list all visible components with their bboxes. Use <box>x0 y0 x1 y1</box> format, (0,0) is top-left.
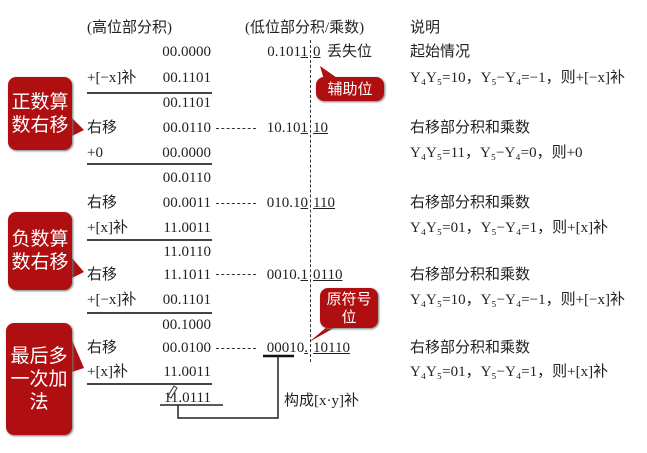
header-low: (低位部分积/乘数) <box>245 20 365 36</box>
row-high-part: 00.1101 <box>162 292 211 308</box>
sum-line <box>87 163 212 165</box>
row-low-tail: 10110 <box>313 339 350 357</box>
shift-dash <box>216 274 256 275</box>
row-note: 右移部分积和乘数 <box>410 195 531 211</box>
row-high-part: 11.0011 <box>163 220 211 236</box>
row-operation: +[x]补 <box>87 364 128 380</box>
callout-last-add: 最后多一次加法 <box>6 323 72 435</box>
aux-bit: 10110 <box>313 340 350 356</box>
row-note: Y₄Y₅=10，Y₅−Y₄=−1，则+[−x]补 <box>410 70 625 86</box>
row-note: Y₄Y₅=11，Y₅−Y₄=0，则+0 <box>410 145 583 161</box>
row-operation: +0 <box>87 145 103 161</box>
low-bits: 10.10 <box>266 120 301 136</box>
tested-bit: 0 <box>300 195 309 211</box>
row-low-part: 0010.1 <box>200 266 308 284</box>
row-high-part: 00.0110 <box>162 120 211 136</box>
header-note: 说明 <box>410 20 441 36</box>
row-high-part: 11.0111 <box>163 390 211 406</box>
row-operation: 右移 <box>87 267 118 283</box>
low-bits: 0010. <box>266 267 301 283</box>
row-high-part: 00.1101 <box>162 95 211 111</box>
callout-aux-bit: 辅助位 <box>316 77 384 101</box>
row-high-part: 00.0000 <box>162 145 211 161</box>
tested-bit: 1 <box>300 267 309 283</box>
shift-dash <box>216 348 256 349</box>
row-low-part: 00010. <box>200 339 308 357</box>
row-low-tail: 0 <box>313 43 321 61</box>
row-operation: 右移 <box>87 340 118 356</box>
row-low-tail: 0110 <box>313 266 342 284</box>
aux-bit: 10 <box>313 120 328 136</box>
row-high-part: 00.1000 <box>162 317 211 333</box>
aux-bit: 0 <box>313 44 321 60</box>
low-bits: 0.101 <box>267 44 301 60</box>
low-bits: 010.1 <box>266 195 301 211</box>
result-label: 构成[x·y]补 <box>284 393 359 409</box>
aux-bit: 110 <box>313 195 335 211</box>
sum-line <box>87 383 212 385</box>
row-operation: 右移 <box>87 120 118 136</box>
row-note: Y₄Y₅=10，Y₅−Y₄=−1，则+[−x]补 <box>410 292 625 308</box>
callout-negative-shift: 负数算数右移 <box>8 212 72 290</box>
row-low-part: 010.10 <box>200 194 308 212</box>
row-note: Y₄Y₅=01，Y₅−Y₄=1，则+[x]补 <box>410 220 609 236</box>
row-high-part: 11.0110 <box>163 244 211 260</box>
row-note: Y₄Y₅=01，Y₅−Y₄=1，则+[x]补 <box>410 364 609 380</box>
shift-dash <box>216 203 256 204</box>
row-low-part: 0.1011 <box>200 43 308 61</box>
row-high-part: 00.0100 <box>162 340 211 356</box>
tested-bit: 1 <box>300 120 309 136</box>
row-note: 右移部分积和乘数 <box>410 340 531 356</box>
row-low-tail: 110 <box>313 194 335 212</box>
row-high-part: 00.1101 <box>162 70 211 86</box>
sum-line <box>87 312 212 314</box>
callout-positive-shift: 正数算数右移 <box>8 77 72 150</box>
row-note: 右移部分积和乘数 <box>410 120 531 136</box>
row-operation: +[−x]补 <box>87 292 137 308</box>
low-bits: 00010 <box>266 340 305 356</box>
row-high-part: 11.1011 <box>163 267 211 283</box>
divider-dashed-line <box>310 40 311 362</box>
row-low-tail: 10 <box>313 119 328 137</box>
row-operation: 右移 <box>87 195 118 211</box>
row-note: 起始情况 <box>410 44 471 60</box>
row-high-part: 00.0000 <box>162 44 211 60</box>
lost-bit-label: 丢失位 <box>327 44 373 60</box>
sum-line <box>87 239 212 241</box>
row-operation: +[−x]补 <box>87 70 137 86</box>
row-operation: +[x]补 <box>87 220 128 236</box>
row-low-part: 10.101 <box>200 119 308 137</box>
header-high: (高位部分积) <box>87 20 172 36</box>
row-high-part: 00.0110 <box>162 170 211 186</box>
row-high-part: 11.0011 <box>163 364 211 380</box>
tested-bit: 1 <box>300 44 309 60</box>
shift-dash <box>216 128 256 129</box>
aux-bit: 0110 <box>313 267 343 283</box>
tested-bit: . <box>304 340 308 356</box>
callout-sign-bit: 原符号位 <box>320 288 378 328</box>
row-note: 右移部分积和乘数 <box>410 267 531 283</box>
sum-line <box>87 92 212 94</box>
row-high-part: 00.0011 <box>162 195 211 211</box>
